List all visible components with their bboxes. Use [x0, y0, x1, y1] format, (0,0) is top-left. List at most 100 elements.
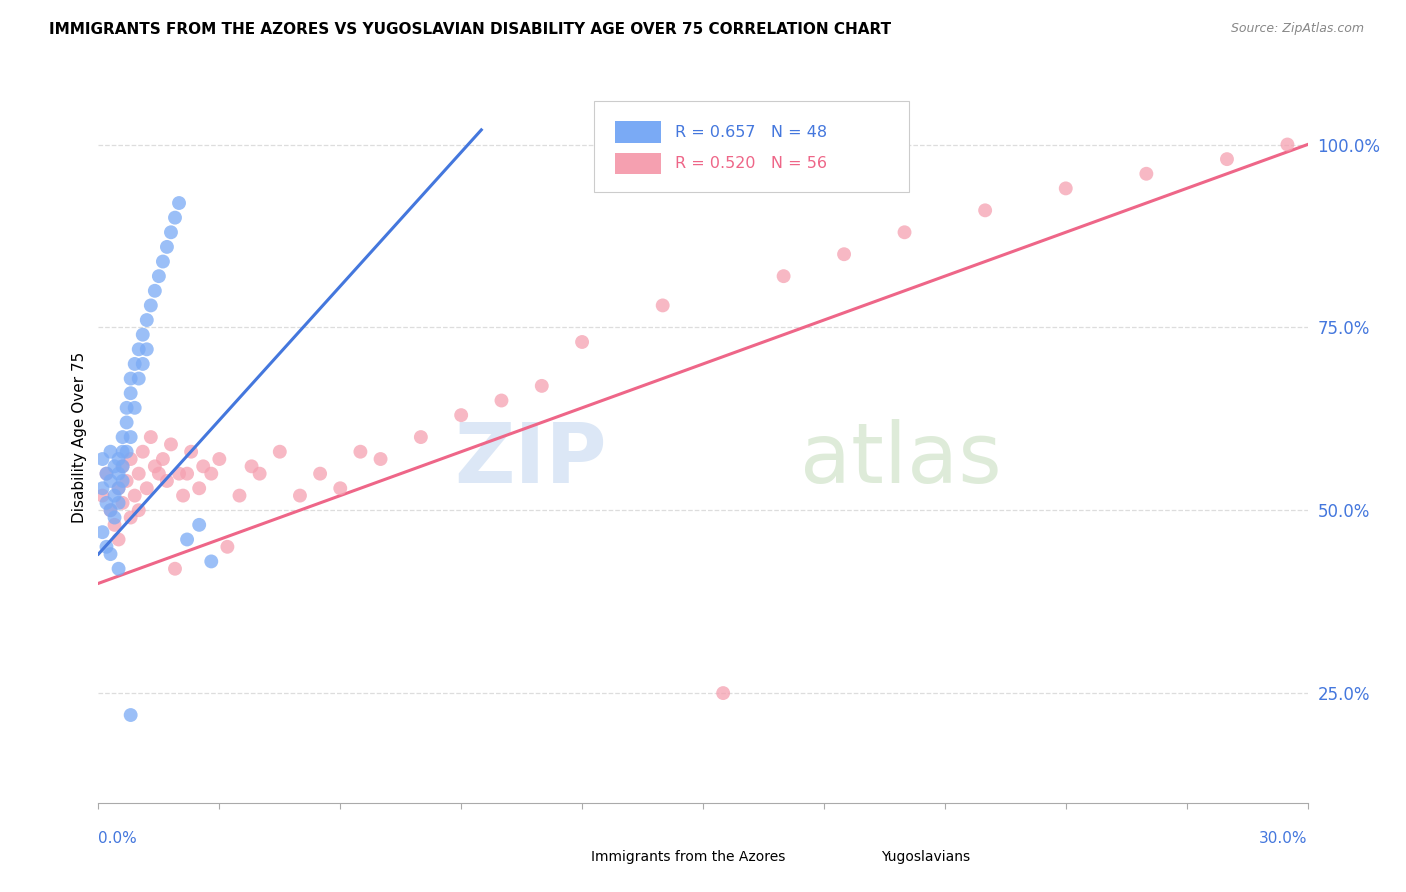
Point	[120, 510, 142, 524]
Point	[128, 371, 150, 385]
Point	[208, 452, 231, 467]
Point	[240, 459, 263, 474]
Point	[772, 269, 794, 284]
Text: 30.0%: 30.0%	[1260, 830, 1308, 846]
Point	[163, 562, 186, 576]
Point	[143, 284, 166, 298]
Point	[349, 444, 371, 458]
Text: R = 0.520   N = 56: R = 0.520 N = 56	[675, 156, 827, 171]
Point	[200, 554, 222, 568]
Bar	[824, 848, 863, 866]
Bar	[614, 153, 661, 175]
Bar	[534, 848, 572, 866]
Point	[100, 503, 122, 517]
Point	[115, 416, 138, 430]
Point	[115, 444, 138, 458]
Point	[96, 496, 118, 510]
Point	[974, 203, 997, 218]
Point	[188, 517, 211, 532]
Point	[115, 401, 138, 415]
Point	[832, 247, 855, 261]
Point	[96, 467, 118, 481]
Point	[111, 444, 134, 458]
Text: atlas: atlas	[800, 418, 1001, 500]
Point	[132, 357, 155, 371]
Point	[148, 467, 170, 481]
Point	[103, 459, 125, 474]
Point	[167, 196, 190, 211]
Point	[91, 481, 114, 495]
Point	[124, 357, 146, 371]
Point	[309, 467, 332, 481]
Point	[409, 430, 432, 444]
Point	[111, 459, 134, 474]
Point	[711, 686, 734, 700]
Point	[91, 525, 114, 540]
Point	[450, 408, 472, 422]
Point	[167, 467, 190, 481]
Point	[135, 343, 157, 357]
Point	[107, 452, 129, 467]
Point	[96, 540, 118, 554]
Point	[1054, 181, 1077, 195]
Text: IMMIGRANTS FROM THE AZORES VS YUGOSLAVIAN DISABILITY AGE OVER 75 CORRELATION CHA: IMMIGRANTS FROM THE AZORES VS YUGOSLAVIA…	[49, 22, 891, 37]
Point	[128, 503, 150, 517]
Point	[370, 452, 392, 467]
Point	[188, 481, 211, 495]
Point	[217, 540, 239, 554]
Point	[1216, 152, 1239, 166]
Point	[124, 401, 146, 415]
Point	[107, 467, 129, 481]
Point	[100, 547, 122, 561]
Point	[1277, 137, 1299, 152]
Text: Yugoslavians: Yugoslavians	[880, 850, 970, 864]
Point	[107, 533, 129, 547]
Point	[180, 444, 202, 458]
Text: Immigrants from the Azores: Immigrants from the Azores	[591, 850, 785, 864]
Point	[128, 467, 150, 481]
Point	[893, 225, 915, 239]
Point	[135, 313, 157, 327]
Point	[132, 327, 155, 342]
Point	[135, 481, 157, 495]
Point	[571, 334, 593, 349]
Point	[124, 489, 146, 503]
Text: R = 0.657   N = 48: R = 0.657 N = 48	[675, 125, 827, 139]
Point	[120, 452, 142, 467]
Point	[120, 386, 142, 401]
Point	[111, 430, 134, 444]
Point	[103, 517, 125, 532]
Point	[100, 474, 122, 488]
Point	[91, 489, 114, 503]
Y-axis label: Disability Age Over 75: Disability Age Over 75	[72, 351, 87, 523]
Point	[107, 481, 129, 495]
Point	[139, 430, 162, 444]
Point	[156, 474, 179, 488]
Point	[172, 489, 194, 503]
Point	[193, 459, 215, 474]
Point	[120, 371, 142, 385]
Point	[107, 496, 129, 510]
Point	[160, 437, 183, 451]
Point	[107, 562, 129, 576]
Point	[128, 343, 150, 357]
Point	[100, 444, 122, 458]
Point	[160, 225, 183, 239]
Point	[156, 240, 179, 254]
Point	[288, 489, 311, 503]
Point	[103, 489, 125, 503]
Text: Source: ZipAtlas.com: Source: ZipAtlas.com	[1230, 22, 1364, 36]
Point	[1135, 167, 1157, 181]
Point	[152, 452, 174, 467]
Point	[100, 503, 122, 517]
Point	[269, 444, 291, 458]
Point	[176, 533, 198, 547]
Point	[115, 474, 138, 488]
Point	[111, 496, 134, 510]
Point	[249, 467, 271, 481]
Point	[96, 467, 118, 481]
Text: ZIP: ZIP	[454, 418, 606, 500]
Point	[176, 467, 198, 481]
Point	[120, 708, 142, 723]
Point	[139, 298, 162, 312]
